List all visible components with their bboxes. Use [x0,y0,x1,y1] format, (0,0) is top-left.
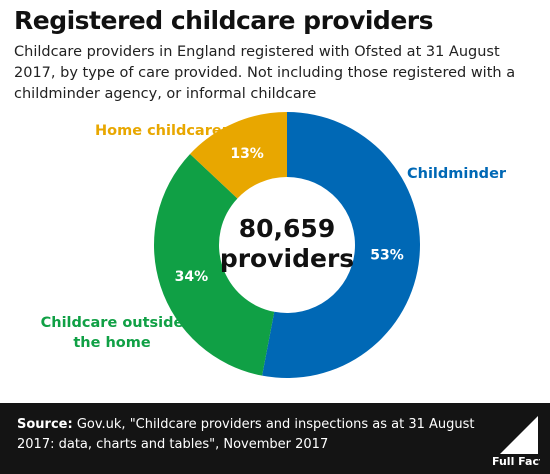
donut-chart: 53% 34% 13% [154,112,420,378]
full-fact-logo: Full Fact [492,416,540,468]
legend-label-home-childcarer: Home childcarer [95,123,229,139]
chart-subtitle: Childcare providers in England registere… [14,44,516,102]
total-providers-unit: providers [219,244,355,273]
data-label-childminder: 53% [370,247,404,263]
legend-label-outside-line1: Childcare outside [40,315,184,331]
source-note: Source: Gov.uk, "Childcare providers and… [17,415,477,455]
donut-slice-home-childcarer [190,112,287,199]
donut-slice-childminder [262,112,420,378]
legend-label-outside-line2: the home [73,335,151,351]
source-label: Source: [17,417,73,432]
footer-bar: Source: Gov.uk, "Childcare providers and… [0,403,550,474]
donut-slice-childcare-outside-the-home [154,153,275,376]
source-text: Gov.uk, "Childcare providers and inspect… [17,417,475,452]
data-label-childcare-outside-the-home: 34% [175,269,209,285]
donut-center-label: 80,659 providers [217,214,357,274]
data-label-home-childcarer: 13% [230,146,264,162]
total-providers-value: 80,659 [238,214,336,243]
legend-label-childcare-outside: Childcare outside the home [38,313,186,353]
legend-label-childminder: Childminder [407,166,507,182]
chart-title: Registered childcare providers [14,6,434,35]
full-fact-logo-text: Full Fact [492,455,540,468]
